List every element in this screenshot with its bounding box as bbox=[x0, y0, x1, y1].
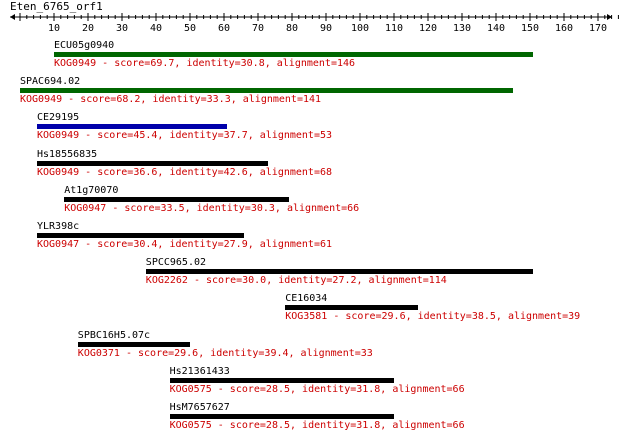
hit-info[interactable]: KOG0949 - score=69.7, identity=30.8, ali… bbox=[54, 58, 356, 69]
hit-bar[interactable] bbox=[37, 124, 228, 130]
hit-info[interactable]: KOG2262 - score=30.0, identity=27.2, ali… bbox=[145, 275, 447, 287]
hit-info[interactable]: KOG3581 - score=29.6, identity=38.5, ali… bbox=[285, 311, 581, 323]
ruler-tick-label: 20 bbox=[82, 23, 94, 34]
hit-row: SPCC965.02 KOG2262 - score=30.0, identity… bbox=[0, 257, 620, 295]
ruler-tick-label: 130 bbox=[453, 23, 471, 34]
ruler-arrow-left bbox=[10, 14, 15, 20]
hit-info[interactable]: KOG0371 - score=29.6, identity=39.4, ali… bbox=[77, 347, 373, 359]
hit-info[interactable]: KOG0575 - score=28.5, identity=31.8, ali… bbox=[169, 420, 465, 431]
hit-row: CE29195 KOG0949 - score=45.4, identity=37… bbox=[0, 112, 620, 150]
ruler-tick-label: 150 bbox=[521, 23, 539, 34]
hit-name[interactable]: SPAC694.02 bbox=[20, 76, 81, 88]
ruler-tick-label: 80 bbox=[286, 23, 298, 34]
query-name: Eten_6765_orf1 bbox=[10, 0, 103, 13]
hit-info[interactable]: KOG0947 - score=30.4, identity=27.9, ali… bbox=[37, 239, 333, 250]
ruler-tick-label: 40 bbox=[150, 23, 162, 34]
ruler-tick-label: 170 bbox=[589, 23, 607, 34]
hit-row: SPBC16H5.07c KOG0371 - score=29.6, identi… bbox=[0, 330, 620, 368]
ruler-tick-label: 30 bbox=[116, 23, 128, 34]
hit-bar[interactable] bbox=[145, 269, 534, 275]
hit-name[interactable]: At1g70070 bbox=[64, 184, 119, 196]
hit-info[interactable]: KOG0947 - score=33.5, identity=30.3, ali… bbox=[64, 202, 360, 214]
hit-row: Hs18556835 KOG0949 - score=36.6, identity… bbox=[0, 149, 620, 187]
ruler-tick-label: 60 bbox=[218, 23, 230, 34]
ruler-tick-label: 70 bbox=[252, 23, 264, 34]
hit-name[interactable]: SPCC965.02 bbox=[145, 257, 207, 269]
ruler-tick-label: 50 bbox=[184, 23, 196, 34]
hit-name[interactable]: CE16034 bbox=[285, 293, 328, 305]
hit-name[interactable]: CE29195 bbox=[37, 112, 80, 124]
position-ruler: 10 20 30 40 50 60 70 80 90 100 110 120 130 140 150 160 1… bbox=[10, 13, 619, 34]
hit-bar[interactable] bbox=[64, 196, 289, 202]
hit-name[interactable]: Hs21361433 bbox=[169, 365, 230, 377]
hit-info[interactable]: KOG0949 - score=36.6, identity=42.6, ali… bbox=[37, 166, 333, 178]
ruler-arrow-right bbox=[607, 14, 612, 20]
hit-row: At1g70070 KOG0947 - score=33.5, identity=… bbox=[0, 185, 620, 223]
hit-name[interactable]: HsM7657627 bbox=[169, 402, 230, 413]
ruler-tick-label: 160 bbox=[555, 23, 573, 34]
hit-name[interactable]: SPBC16H5.07c bbox=[77, 329, 151, 341]
hit-info[interactable]: KOG0949 - score=45.4, identity=37.7, ali… bbox=[37, 130, 333, 142]
hit-row: YLR398c KOG0947 - score=30.4, identity=27… bbox=[0, 221, 620, 259]
ruler-tick-label: 120 bbox=[419, 23, 437, 34]
hit-bar[interactable] bbox=[54, 52, 534, 57]
hit-row: CE16034 KOG3581 - score=29.6, identity=38… bbox=[0, 293, 620, 331]
ruler-tick-label: 90 bbox=[320, 23, 332, 34]
hit-row: Hs21361433 KOG0575 - score=28.5, identity… bbox=[0, 366, 620, 404]
hit-bar[interactable] bbox=[169, 414, 394, 419]
hit-name[interactable]: ECU05g0940 bbox=[54, 40, 115, 51]
hit-bar[interactable] bbox=[37, 233, 245, 238]
hit-name[interactable]: YLR398c bbox=[37, 221, 80, 232]
hit-bar[interactable] bbox=[20, 88, 513, 94]
hit-info[interactable]: KOG0949 - score=68.2, identity=33.3, ali… bbox=[20, 94, 322, 106]
hit-bar[interactable] bbox=[37, 160, 269, 166]
ruler-tick-label: 100 bbox=[351, 23, 369, 34]
ruler-tick-label: 10 bbox=[48, 23, 60, 34]
hit-row: HsM7657627 KOG0575 - score=28.5, identity… bbox=[0, 402, 620, 440]
hit-bar[interactable] bbox=[77, 341, 190, 347]
hit-bar[interactable] bbox=[169, 377, 394, 383]
ruler-tick-label: 140 bbox=[487, 23, 505, 34]
hit-row: SPAC694.02 KOG0949 - score=68.2, identity… bbox=[0, 76, 620, 114]
hit-info[interactable]: KOG0575 - score=28.5, identity=31.8, ali… bbox=[169, 383, 465, 395]
hit-row: ECU05g0940 KOG0949 - score=69.7, identity… bbox=[0, 40, 620, 78]
hit-bar[interactable] bbox=[285, 305, 418, 311]
ruler-tick-label: 110 bbox=[385, 23, 403, 34]
hit-name[interactable]: Hs18556835 bbox=[37, 148, 98, 160]
